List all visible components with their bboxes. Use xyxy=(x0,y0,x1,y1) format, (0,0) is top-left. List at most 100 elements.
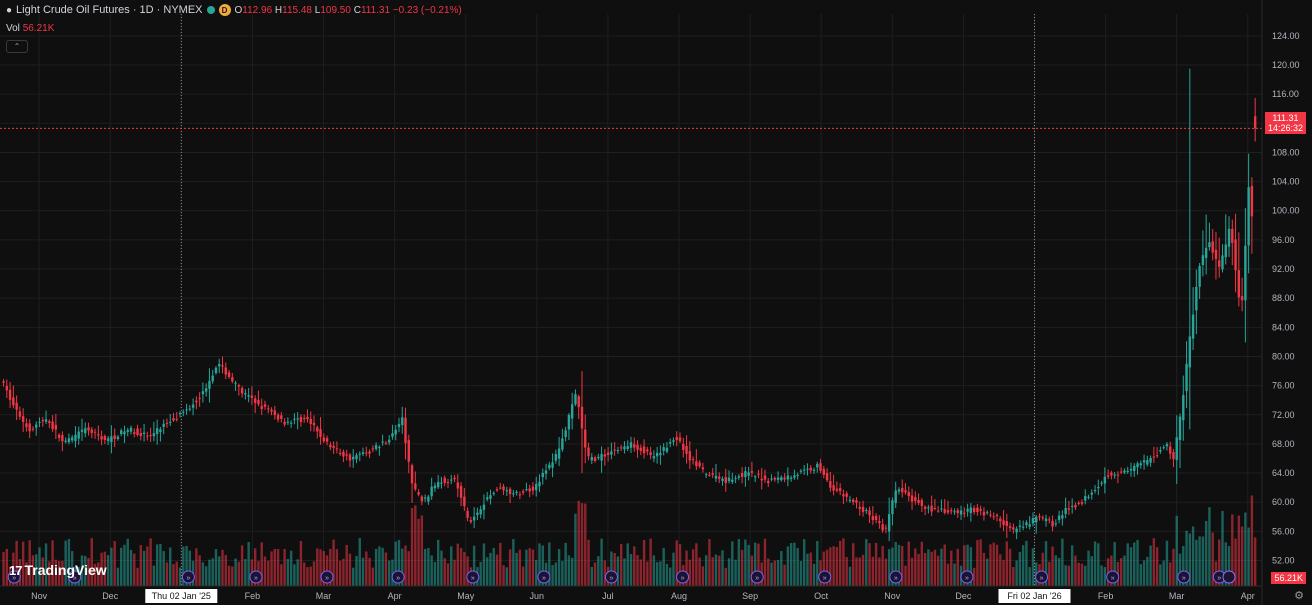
candle-body xyxy=(319,429,322,437)
candle-body xyxy=(482,504,486,510)
volume-bar xyxy=(757,543,760,586)
candle-body xyxy=(698,462,701,467)
candle-body xyxy=(407,440,410,462)
volume-bar xyxy=(97,562,100,586)
droplet-icon: ● xyxy=(6,4,13,16)
volume-bar xyxy=(182,546,185,586)
candle-body xyxy=(691,459,695,461)
candle-body xyxy=(773,477,776,480)
bar-countdown: 14:26:32 xyxy=(1267,123,1303,133)
volume-bar xyxy=(812,563,816,586)
candle-body xyxy=(289,422,293,424)
volume-bar xyxy=(1090,556,1093,586)
volume-bar xyxy=(93,563,97,586)
candle-body xyxy=(463,496,466,507)
candle-body xyxy=(335,448,339,450)
candle-body xyxy=(724,477,727,484)
candle-body xyxy=(711,473,714,475)
candle-body xyxy=(871,516,875,521)
candle-body xyxy=(868,510,871,516)
candle-body xyxy=(789,477,793,479)
volume-bar xyxy=(463,551,466,586)
volume-bar xyxy=(1224,542,1227,586)
candle-body xyxy=(15,402,18,410)
volume-bar xyxy=(629,554,633,586)
volume-bar xyxy=(548,542,551,586)
y-tick-label: 108.00 xyxy=(1272,147,1300,157)
candle-body xyxy=(897,489,901,492)
candle-body xyxy=(1070,505,1074,507)
symbol-title[interactable]: Light Crude Oil Futures · 1D · NYMEX xyxy=(16,4,203,16)
volume-bar xyxy=(1119,558,1123,586)
volume-bar xyxy=(613,553,616,586)
candle-body xyxy=(753,476,757,478)
candle-body xyxy=(1155,455,1159,457)
volume-bar xyxy=(240,545,244,586)
volume-bar xyxy=(1231,514,1234,586)
x-tick-label: Aug xyxy=(671,591,687,601)
volume-bar xyxy=(499,542,502,586)
candle-body xyxy=(763,475,767,480)
volume-bar xyxy=(1221,510,1224,586)
volume-bar xyxy=(616,556,620,586)
volume-bar xyxy=(1028,567,1031,586)
volume-bar xyxy=(740,549,744,586)
volume-bar xyxy=(1240,526,1244,586)
volume-bar xyxy=(404,545,407,586)
y-tick-label: 72.00 xyxy=(1272,410,1295,420)
volume-bar xyxy=(280,564,283,586)
volume-bar xyxy=(489,552,492,586)
candle-body xyxy=(165,422,169,424)
volume-bar xyxy=(459,548,463,586)
candle-body xyxy=(175,418,178,420)
candle-body xyxy=(1103,476,1107,484)
volume-bar xyxy=(982,552,986,586)
collapse-legend-button[interactable]: ⌃ xyxy=(6,40,28,53)
volume-bar xyxy=(90,538,93,586)
volume-bar xyxy=(767,558,770,586)
candle-body xyxy=(70,437,74,441)
volume-bar xyxy=(711,557,714,586)
volume-bar xyxy=(770,562,773,586)
volume-bar xyxy=(1234,538,1237,586)
gear-icon[interactable]: ⚙ xyxy=(1294,590,1304,602)
volume-bar xyxy=(365,551,368,586)
volume-bar xyxy=(116,567,120,586)
volume-bar xyxy=(554,562,558,586)
volume-bar xyxy=(433,562,437,586)
delay-badge[interactable]: D xyxy=(218,4,231,16)
tradingview-mark-icon: 17 xyxy=(9,562,23,578)
candle-body xyxy=(1110,472,1113,476)
candle-body xyxy=(172,418,175,421)
candle-body xyxy=(342,451,345,457)
candle-body xyxy=(283,421,286,425)
candle-body xyxy=(518,494,522,496)
volume-bar xyxy=(780,551,783,586)
volume-bar xyxy=(999,554,1002,586)
volume-bar xyxy=(727,558,731,586)
volume-bar xyxy=(1054,555,1058,586)
volume-bar xyxy=(505,567,509,586)
candle-body xyxy=(1195,286,1198,311)
candle-body xyxy=(1201,255,1205,266)
price-candles xyxy=(2,68,1257,542)
volume-bar xyxy=(361,557,365,586)
volume-bar xyxy=(1182,545,1185,586)
volume-bar xyxy=(286,558,290,586)
volume-bar xyxy=(237,561,241,586)
candle-body xyxy=(580,406,584,429)
x-tick-label: Nov xyxy=(31,591,48,601)
candle-body xyxy=(1152,456,1156,458)
candle-body xyxy=(750,471,754,473)
candle-body xyxy=(760,478,763,481)
candle-body xyxy=(822,468,826,475)
volume-bar xyxy=(721,550,724,586)
tradingview-logo[interactable]: 17 TradingView xyxy=(9,562,107,578)
candle-body xyxy=(44,419,48,422)
candle-body xyxy=(1253,116,1257,129)
volume-bar xyxy=(1015,560,1018,586)
candle-body xyxy=(456,482,459,489)
volume-bar xyxy=(374,548,378,586)
volume-bar xyxy=(564,542,567,586)
